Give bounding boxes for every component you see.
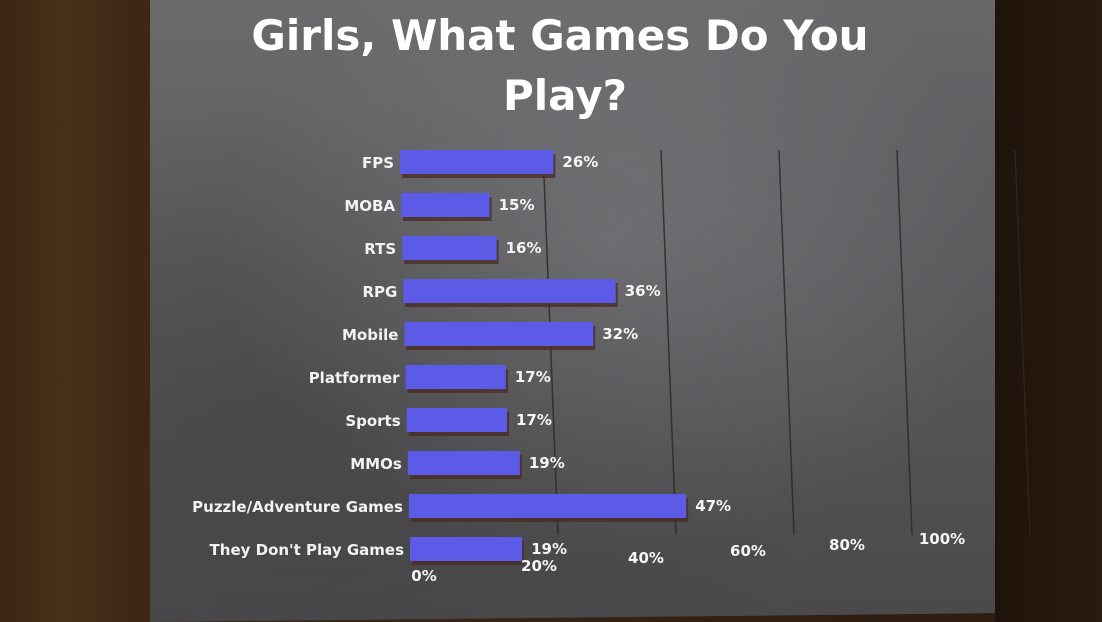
value-label-0: 26% [562,153,598,171]
bar-3 [403,279,616,303]
bar-1 [401,193,490,217]
title-line-1: Girls, What Games Do You [251,11,868,60]
bar-7 [407,451,520,475]
x-tick-label-0: 0% [411,567,436,585]
value-label-8: 47% [695,497,731,515]
title-line-2: Play? [503,71,627,120]
bars [400,150,689,565]
category-label-6: Sports [345,412,400,430]
category-label-0: FPS [362,154,394,172]
x-tick-label-4: 80% [829,536,865,554]
value-label-7: 19% [529,454,565,472]
grid-line-100 [1014,149,1031,536]
category-label-7: MMOs [350,455,402,473]
projector-screen-edge [995,0,1102,622]
bar-9 [410,537,523,561]
bar-2 [402,236,497,260]
bar-5 [405,365,506,389]
grid-line-80 [896,149,913,536]
value-label-6: 17% [516,411,552,429]
category-label-8: Puzzle/Adventure Games [192,498,403,516]
bar-8 [408,494,687,518]
category-label-2: RTS [364,240,396,258]
category-label-9: They Don't Play Games [210,541,405,559]
bar-0 [400,150,554,174]
category-label-4: Mobile [342,326,398,344]
x-tick-label-1: 20% [521,557,557,575]
grid-line-60 [778,149,795,536]
value-label-1: 15% [499,196,535,214]
value-label-3: 36% [625,282,661,300]
grid-line-40 [660,149,677,536]
bar-4 [404,322,594,346]
value-label-5: 17% [515,368,551,386]
category-labels: FPS MOBA RTS RPG Mobile Platformer Sports MMOs P… [192,154,404,559]
x-tick-label-5: 100% [919,530,965,548]
category-label-1: MOBA [344,197,395,215]
value-labels: 26% 15% 16% 36% 32% 17% 17% 19% 47% 19% [499,153,731,558]
value-label-2: 16% [506,239,542,257]
value-label-9: 19% [531,540,567,558]
x-tick-label-2: 40% [628,549,664,567]
x-tick-label-3: 60% [730,542,766,560]
value-label-4: 32% [602,325,638,343]
chart-title: Girls, What Games Do You Play? [251,11,868,120]
bar-6 [406,408,507,432]
category-label-5: Platformer [309,369,400,387]
x-axis-tick-labels: 0% 20% 40% 60% 80% 100% [411,530,965,585]
category-label-3: RPG [362,283,397,301]
